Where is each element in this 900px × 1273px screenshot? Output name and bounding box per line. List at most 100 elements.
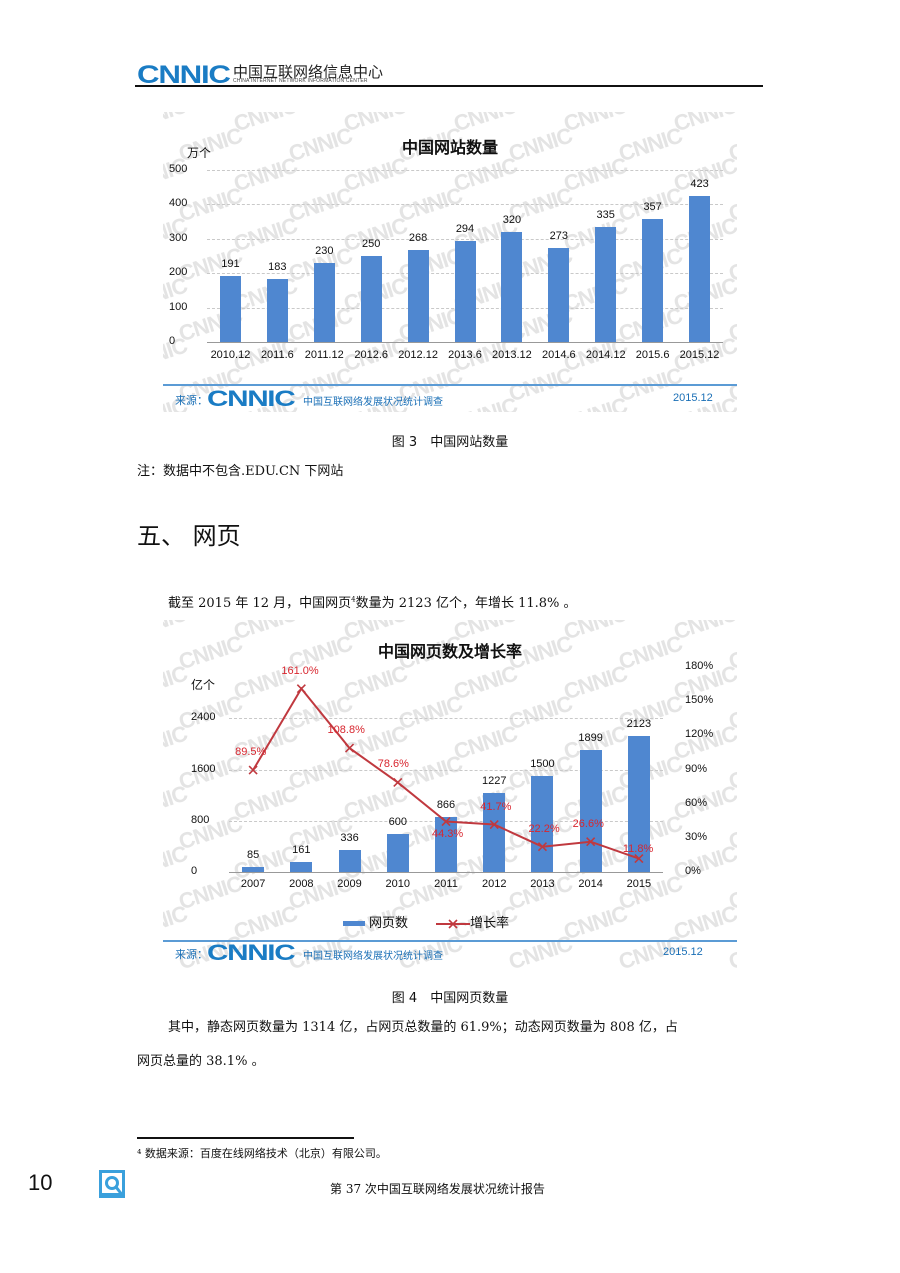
bar [338,850,361,872]
body-text-line-1: 其中，静态网页数量为 1314 亿，占网页总数量的 61.9%；动态网页数量为 … [168,1020,678,1035]
webpage-count-chart: CNNIC CNNIC CNNIC CNNIC CNNIC CNNIC CNNIC CNNIC… [163,620,737,970]
growth-rate-label: 44.3% [432,827,464,840]
y-tick-label: 2400 [191,711,216,724]
watermark: CNNIC [230,152,300,197]
bar [689,196,711,342]
x-tick-label: 2011.6 [260,349,294,361]
bar-value-label: 294 [455,222,475,235]
chart-title: 中国网站数量 [401,140,498,157]
intro-paragraph: 截至 2015 年 12 月，中国网页4数量为 2123 亿个，年增长 11.8… [168,592,577,611]
x-marker-icon [586,837,596,847]
bar [501,231,523,342]
x-tick-label: 2012.12 [398,349,438,361]
body-text-line-2: 网页总量的 38.1% 。 [137,1054,265,1069]
watermark: CNNIC [163,332,190,377]
x-tick-label: 2007 [240,878,266,890]
x-tick-label: 2012.6 [354,349,388,361]
x-tick-label: 2014.6 [541,349,576,361]
legend-item-pages: 网页数 [343,916,408,931]
gridline [229,718,663,720]
x-marker-icon [248,765,258,775]
y-axis-unit: 亿个 [191,678,216,692]
y-tick-label: 100 [169,300,188,313]
bar-value-label: 1500 [530,757,555,770]
source-text: 中国互联网络发展状况统计调查 [303,397,443,408]
x-tick-label: 2009 [337,878,362,890]
growth-rate-label: 89.5% [235,746,267,759]
y2-tick-label: 0% [685,865,701,877]
source-divider [163,940,737,942]
source-date: 2015.12 [663,946,703,958]
bar [435,816,457,872]
intro-text-after: 数量为 2123 亿个，年增长 11.8% 。 [355,596,577,611]
y-tick-label: 200 [169,266,188,279]
bar-value-label: 320 [502,213,522,226]
watermark: CNNIC [560,152,630,197]
gridline [229,769,663,771]
x-tick-label: 2015.12 [679,349,720,361]
bar [483,793,506,872]
footnote-ref[interactable]: 4 [351,595,356,604]
footnote: ⁴ 数据来源：百度在线网络技术（北京）有限公司。 [137,1147,387,1160]
bar [407,249,429,342]
y2-tick-label: 150% [685,694,714,707]
x-marker-icon [344,743,355,753]
watermark: CNNIC [670,152,737,197]
watermark: CNNIC [725,242,737,287]
watermark: CNNIC [340,152,410,197]
source-prefix: 来源： [175,394,208,407]
source-divider [163,384,737,386]
bar-value-label: 1227 [481,775,507,788]
gridline [207,238,723,240]
bar [595,226,617,342]
x-tick-label: 2010 [385,878,410,890]
source-logo: CNNIC [207,386,296,411]
x-tick-label: 2014 [578,878,603,890]
bar [266,279,288,342]
y-tick-label: 1600 [191,762,216,775]
x-axis [207,342,723,343]
legend-item-growth: 增长率 [436,916,509,931]
org-name: 中国互联网络信息中心 [233,63,384,81]
report-title: 第 37 次中国互联网络发展状况统计报告 [330,1182,545,1196]
bar-value-label: 191 [221,258,240,271]
watermark: CNNIC [450,152,520,197]
bar [531,775,554,872]
bar [642,219,664,342]
bar [386,833,409,872]
bar-swatch-icon [343,921,365,926]
watermark: CNNIC [230,272,300,317]
bar-value-label: 230 [315,244,334,257]
bar-value-label: 357 [643,201,662,214]
bar-value-label: 161 [292,843,311,856]
x-tick-label: 2011 [434,878,458,890]
growth-rate-line [248,684,644,864]
x-tick-label: 2013.12 [492,349,532,361]
y2-tick-label: 90% [685,762,708,775]
bar [548,248,570,342]
y-tick-label: 800 [191,813,210,826]
x-tick-label: 2013 [530,878,555,890]
growth-rate-label: 78.6% [377,758,409,771]
footnote-divider [137,1137,354,1139]
y-axis-unit: 万个 [187,146,212,160]
y-tick-label: 400 [169,197,188,210]
source-logo: CNNIC [207,940,296,965]
bar-value-label: 1899 [578,732,603,745]
bar [242,866,265,872]
growth-rate-label: 108.8% [327,724,365,737]
bar-value-label: 336 [340,832,359,845]
section-heading: 五、 网页 [137,522,241,550]
x-tick-label: 2013.6 [448,349,482,361]
bar-value-label: 250 [361,238,381,250]
bar-value-label: 183 [268,261,287,274]
x-axis [229,872,663,873]
y2-tick-label: 180% [685,660,714,672]
source-date: 2015.12 [673,392,713,404]
growth-rate-label: 26.6% [572,817,604,830]
y-tick-label: 300 [169,231,188,244]
y-tick-label: 500 [169,163,188,175]
figure-4-caption: 图 4 中国网页数量 [391,991,509,1006]
bar-value-label: 85 [246,848,260,861]
x-tick-label: 2015.6 [635,349,670,361]
